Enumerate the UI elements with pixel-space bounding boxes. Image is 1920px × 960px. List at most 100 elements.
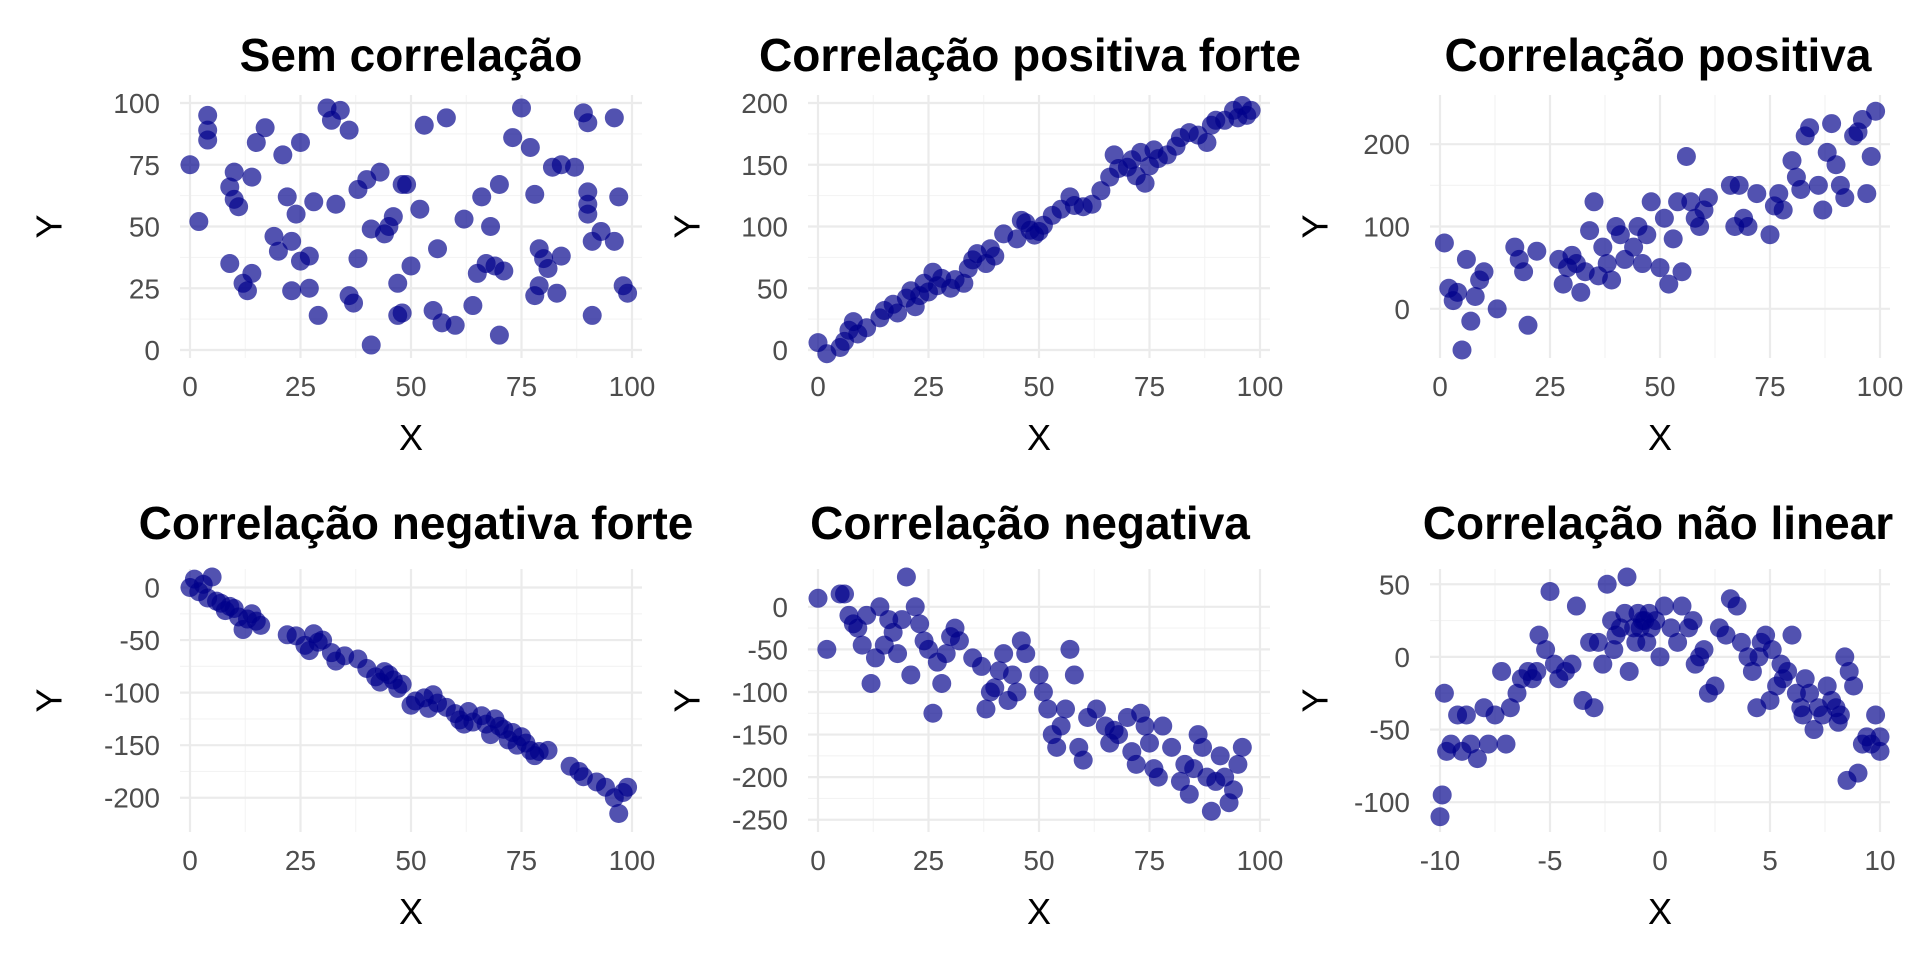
scatter-point: [1742, 661, 1762, 681]
y-tick-label: 0: [1394, 642, 1410, 673]
scatter-point: [896, 567, 916, 587]
chart-title: Correlação negativa forte: [139, 497, 694, 549]
y-tick-label: -100: [732, 677, 788, 708]
scatter-point: [949, 631, 969, 651]
scatter-point: [1496, 734, 1516, 754]
scatter-point: [348, 249, 368, 269]
scatter-point: [1617, 567, 1637, 587]
y-tick-label: 0: [1394, 294, 1410, 325]
scatter-point: [1654, 208, 1674, 228]
y-axis-label: Y: [29, 688, 70, 712]
scatter-point: [344, 293, 364, 313]
scatter-point: [1584, 192, 1604, 212]
scatter-point: [1562, 654, 1582, 674]
scatter-point: [370, 162, 390, 182]
scatter-point: [1727, 596, 1747, 616]
scatter-point: [489, 325, 509, 345]
scatter-point: [1091, 181, 1111, 201]
scatter-point: [1492, 661, 1512, 681]
scatter-point: [888, 303, 908, 323]
scatter-point: [1800, 683, 1820, 703]
scatter-point: [1848, 763, 1868, 783]
scatter-point: [1637, 632, 1657, 652]
scatter-point: [494, 261, 514, 281]
scatter-point: [1527, 241, 1547, 261]
scatter-point: [976, 699, 996, 719]
scatter-point: [582, 305, 602, 325]
scatter-point: [1705, 676, 1725, 696]
scatter-point: [954, 273, 974, 293]
scatter-point: [1773, 200, 1793, 220]
scatter-point: [1632, 254, 1652, 274]
scatter-point: [1756, 625, 1776, 645]
x-tick-label: -5: [1538, 845, 1563, 876]
y-tick-label: 200: [1363, 129, 1410, 160]
scatter-point: [923, 703, 943, 723]
x-tick-label: 0: [810, 845, 826, 876]
scatter-point: [1434, 683, 1454, 703]
x-axis-label: X: [1027, 417, 1051, 458]
scatter-point: [264, 226, 284, 246]
scatter-point: [410, 199, 430, 219]
scatter-point: [609, 803, 629, 823]
x-tick-label: 50: [395, 845, 426, 876]
scatter-point: [1782, 625, 1802, 645]
scatter-point: [1624, 237, 1644, 257]
scatter-point: [1007, 682, 1027, 702]
x-tick-label: 100: [1857, 371, 1904, 402]
scatter-point: [1782, 151, 1802, 171]
x-tick-label: 75: [1134, 845, 1165, 876]
y-axis-label: Y: [1295, 688, 1336, 712]
x-tick-label: 75: [506, 845, 537, 876]
scatter-point: [361, 335, 381, 355]
scatter-point: [1870, 741, 1890, 761]
scatter-point: [1731, 632, 1751, 652]
scatter-point: [1056, 699, 1076, 719]
scatter-point: [994, 644, 1014, 664]
chart-title: Correlação positiva: [1445, 29, 1872, 81]
scatter-point: [817, 639, 837, 659]
scatter-point: [1033, 682, 1053, 702]
scatter-point: [538, 258, 558, 278]
scatter-point: [1140, 733, 1159, 753]
scatter-point: [414, 115, 434, 135]
y-tick-label: -50: [1370, 715, 1410, 746]
scatter-point: [251, 615, 271, 635]
scatter-point: [472, 187, 492, 207]
scatter-point: [1197, 133, 1217, 153]
scatter-point: [1135, 716, 1155, 736]
scatter-point: [910, 614, 930, 634]
scatter-point: [905, 597, 925, 617]
scatter-point: [1650, 647, 1670, 667]
y-tick-label: 0: [772, 335, 788, 366]
scatter-point: [1461, 734, 1481, 754]
x-tick-label: 50: [1023, 371, 1054, 402]
scatter-point: [525, 184, 545, 204]
chart-title: Correlação negativa: [810, 497, 1250, 549]
scatter-point: [1637, 225, 1657, 245]
scatter-point: [512, 98, 531, 118]
scatter-point: [1485, 705, 1505, 725]
scatter-point: [1016, 644, 1036, 664]
scatter-point: [618, 777, 638, 797]
scatter-point: [1527, 661, 1547, 681]
scatter-point: [861, 673, 881, 693]
scatter-point: [565, 157, 585, 177]
scatter-point: [1002, 665, 1022, 685]
scatter-point: [1228, 754, 1248, 774]
y-tick-label: 100: [741, 212, 788, 243]
scatter-point: [1813, 200, 1833, 220]
scatter-point: [383, 207, 403, 227]
scatter-point: [1432, 785, 1452, 805]
y-axis-label: Y: [29, 214, 70, 238]
x-axis-label: X: [399, 891, 423, 932]
scatter-point: [1844, 676, 1864, 696]
scatter-point: [1047, 737, 1067, 757]
scatter-point: [936, 644, 956, 664]
scatter-point: [1795, 669, 1815, 689]
y-tick-label: 75: [129, 150, 160, 181]
y-tick-label: 100: [1363, 212, 1410, 243]
scatter-point: [291, 133, 310, 153]
scatter-point: [326, 194, 346, 214]
scatter-point: [1536, 640, 1556, 660]
